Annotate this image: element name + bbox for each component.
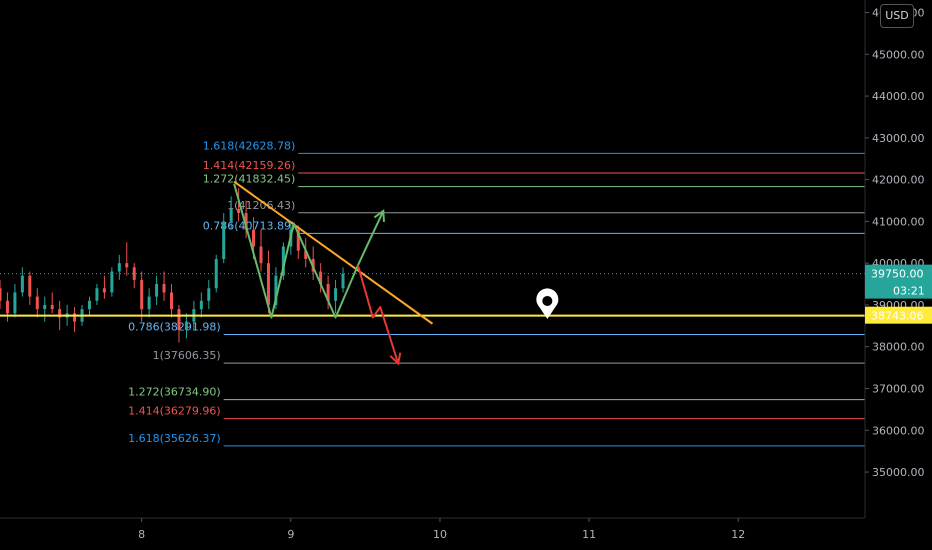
- y-tick-label: 38000.00: [872, 341, 925, 354]
- y-tick-label: 44000.00: [872, 90, 925, 103]
- x-tick-label: 10: [433, 528, 447, 541]
- candle-body: [117, 263, 121, 272]
- bullish-arrow-head: [373, 209, 385, 223]
- x-tick-label: 11: [582, 528, 596, 541]
- candle-body: [170, 292, 174, 310]
- candle-body: [58, 309, 62, 318]
- last-price-badge-countdown: 03:21: [893, 285, 925, 298]
- fib-level-label: 0.786(38291.98): [128, 321, 221, 334]
- candle-body: [155, 284, 159, 297]
- candle-body: [281, 246, 285, 276]
- candle-body: [35, 296, 39, 310]
- price-badges: 39750.00 03:21 38743.06: [865, 264, 932, 324]
- support-price-badge-label: 38743.06: [871, 310, 924, 323]
- candle-body: [87, 300, 91, 310]
- axes: 35000.0036000.0037000.0038000.0039000.00…: [0, 0, 925, 541]
- fib-level-label: 1.272(36734.90): [128, 386, 221, 399]
- candle-body: [229, 208, 233, 222]
- candle-body: [43, 304, 47, 310]
- candle-body: [28, 275, 32, 297]
- candle-body: [13, 292, 17, 314]
- location-pin-icon: [536, 288, 559, 319]
- currency-button[interactable]: USD: [880, 4, 914, 28]
- fib-level-label: 1.414(36279.96): [128, 405, 221, 418]
- x-tick-label: 9: [287, 528, 294, 541]
- last-price-badge-bg: [865, 264, 932, 299]
- candle-body: [140, 279, 144, 310]
- fib-level-label: 1(41206.43): [227, 199, 295, 212]
- candle-body: [222, 221, 226, 259]
- candle-body: [334, 288, 338, 301]
- candle-body: [50, 304, 54, 310]
- drawings: [0, 180, 865, 366]
- y-tick-label: 35000.00: [872, 466, 925, 479]
- candle-body: [244, 213, 248, 230]
- candle-body: [132, 267, 136, 280]
- candle-body: [20, 275, 24, 293]
- pin-hole: [542, 295, 553, 306]
- support-price-badge-bg: [865, 306, 932, 324]
- y-tick-label: 41000.00: [872, 215, 925, 228]
- x-tick-label: 12: [731, 528, 745, 541]
- y-tick-label: 43000.00: [872, 132, 925, 145]
- bullish-path-arrow: [357, 210, 385, 266]
- bearish-path-arrow: [356, 264, 400, 364]
- pattern-zigzag: [233, 183, 359, 319]
- candle-body: [199, 300, 203, 310]
- x-tick-label: 8: [138, 528, 145, 541]
- candle-body: [0, 288, 2, 301]
- y-tick-label: 37000.00: [872, 383, 925, 396]
- candle-body: [252, 229, 256, 247]
- candle-body: [95, 288, 99, 301]
- fib-levels: 1.618(42628.78) 1.414(42159.26)1.272(4183…: [128, 139, 865, 447]
- candle-body: [184, 321, 188, 331]
- fib-level-label: 1.618(42628.78): [203, 139, 296, 152]
- candle-body: [341, 273, 345, 289]
- candle-body: [319, 271, 323, 285]
- candle-body: [266, 263, 270, 305]
- candle-body: [73, 313, 77, 322]
- candle-body: [102, 288, 106, 293]
- y-tick-label: 45000.00: [872, 48, 925, 61]
- candle-body: [237, 208, 241, 214]
- fib-level-label: 1(37606.35): [153, 349, 221, 362]
- candle-body: [162, 284, 166, 293]
- candle-body: [5, 300, 9, 314]
- candle-body: [304, 250, 308, 259]
- descending-trendline: [233, 180, 434, 325]
- candle-body: [296, 229, 300, 251]
- candle-body: [274, 275, 278, 305]
- fib-level-label: 1.414(42159.26): [203, 159, 296, 172]
- last-price-badge-label: 39750.00: [871, 268, 924, 281]
- candle-body: [147, 296, 151, 310]
- candle-body: [326, 284, 330, 301]
- candle-body: [110, 271, 114, 293]
- y-tick-label: 42000.00: [872, 174, 925, 187]
- candle-body: [125, 263, 129, 268]
- currency-button-label: USD: [885, 9, 909, 22]
- candle-body: [207, 288, 211, 301]
- fib-level-label: 0.786(40713.89): [203, 219, 296, 232]
- bearish-arrow-head: [389, 352, 402, 366]
- y-tick-label: 36000.00: [872, 424, 925, 437]
- fib-level-label: 1.272(41832.45): [203, 173, 296, 186]
- candle-body: [259, 246, 263, 264]
- fib-level-label: 1.618(35626.37): [128, 432, 221, 445]
- candle-body: [177, 309, 181, 331]
